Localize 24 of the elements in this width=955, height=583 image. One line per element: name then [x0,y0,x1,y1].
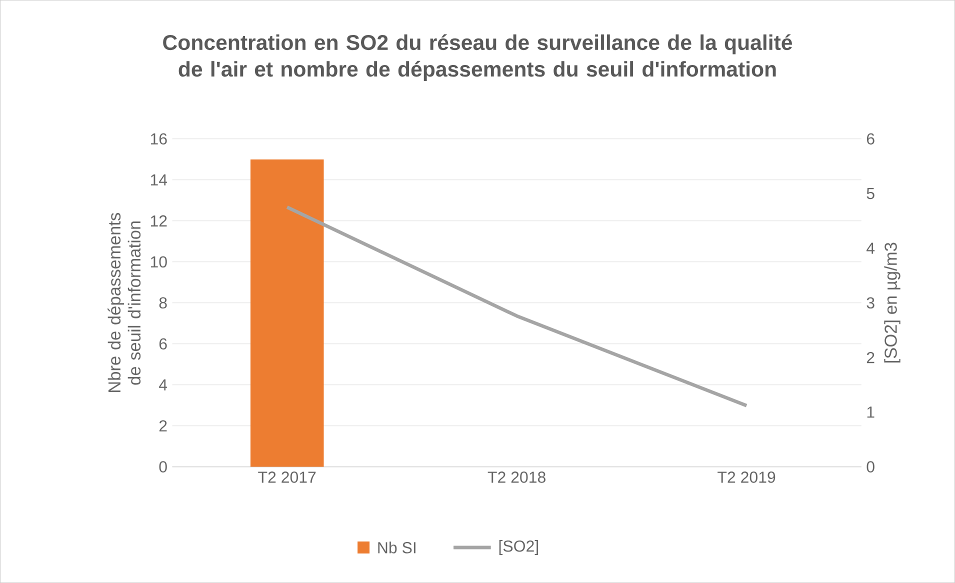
y2-axis-title: [SO2] en µg/m3 [884,242,900,362]
y2-tick-label: 3 [866,297,874,308]
y-tick-label: 4 [159,379,168,390]
legend-label: [SO2] [499,540,538,555]
y-tick-label: 2 [159,420,167,432]
y-tick-label: 0 [159,461,167,472]
y-axis-title: Nbre de dépassements de seuil d'information [108,212,141,392]
y-tick-label: 14 [150,174,168,186]
y2-tick-label: 4 [866,242,875,254]
y-tick-label: 12 [150,215,167,226]
y2-tick-label: 5 [866,188,874,200]
y2-tick-label: 0 [866,461,874,472]
y2-tick-label: 6 [866,133,874,145]
chart-title: Concentration en SO2 du réseau de surveillance de la qualité de l'air et nombre de dépassements du seuil d'information [163,34,792,81]
legend-label: Nb SI [378,542,416,554]
y-tick-label: 16 [150,133,167,145]
y2-tick-label: 2 [866,352,874,364]
y2-tick-label: 1 [867,406,874,418]
x-tick-label: T2 2019 [718,472,776,483]
x-tick-label: T2 2017 [258,472,316,483]
y-tick-label: 6 [159,338,167,350]
y-tick-label: 8 [159,297,167,308]
x-tick-label: T2 2018 [488,472,546,483]
y-tick-label: 10 [150,256,167,268]
